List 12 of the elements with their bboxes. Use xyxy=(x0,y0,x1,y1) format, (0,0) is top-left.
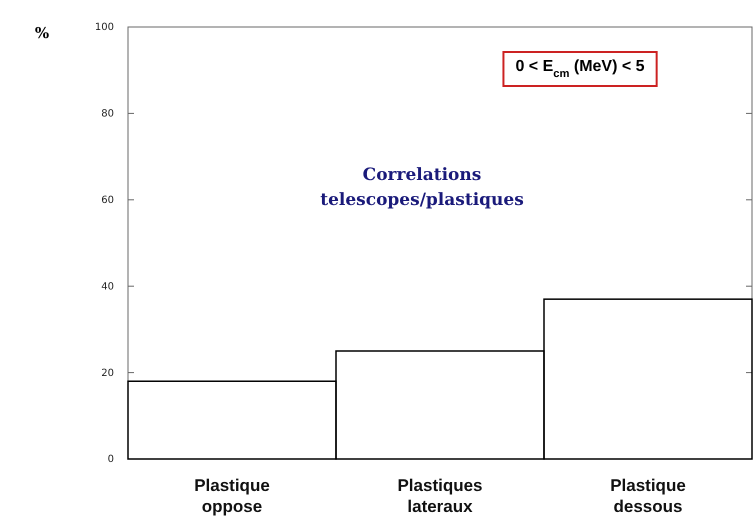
y-tick-label: 80 xyxy=(101,108,114,120)
y-tick-label: 40 xyxy=(101,281,114,292)
x-tick-label: Plastique oppose xyxy=(194,476,270,516)
x-tick-label: Plastique dessous xyxy=(610,476,686,516)
annotation: 0 < E$_{cm}$ (MeV) < 5 xyxy=(515,58,645,80)
x-tick-label: Plastiques lateraux xyxy=(397,476,483,516)
y-tick-label: 20 xyxy=(101,368,114,379)
y-axis-title: % xyxy=(34,24,50,42)
y-tick-label: 60 xyxy=(101,195,114,206)
y-tick-label: 0 xyxy=(108,454,114,466)
y-tick-label: 100 xyxy=(94,22,114,34)
text: Correlations telescopes/plastiques xyxy=(320,165,524,210)
